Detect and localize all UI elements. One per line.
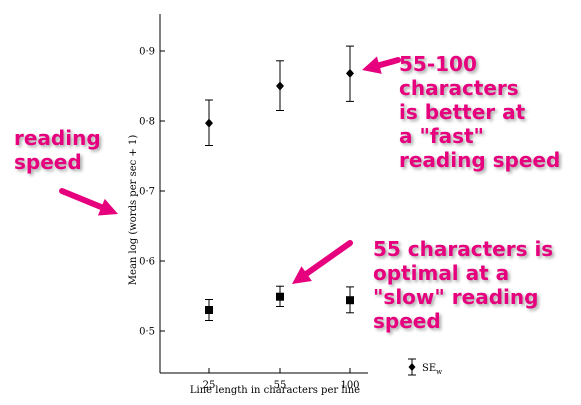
chart-legend: SEw [408, 358, 442, 376]
y-tick-label: 0·9 [139, 47, 155, 58]
annotation-arrows [59, 56, 401, 284]
data-point-square [205, 306, 213, 314]
data-point-square [276, 292, 284, 301]
annotation-slow-reading: 55 characters is optimal at a "slow" rea… [373, 237, 554, 333]
x-tick-label: 55 [274, 380, 287, 391]
arrow-shaft [59, 188, 105, 211]
data-point-diamond [276, 81, 284, 91]
chart-axes [159, 14, 368, 374]
y-tick-label: 0·5 [139, 327, 155, 338]
y-tick-label: 0·6 [139, 257, 155, 268]
x-tick-label: 100 [340, 380, 359, 391]
legend-label-subscript: w [436, 368, 442, 376]
legend-marker [408, 363, 416, 371]
y-tick-label: 0·7 [139, 187, 155, 198]
chart-ticks: 0·5 0·6 0·7 0·8 0·9 25 55 100 [139, 47, 359, 392]
data-point-diamond [205, 118, 213, 128]
arrow-to-slow-point [292, 240, 353, 284]
chart-marks [205, 45, 354, 321]
y-axis-label: Mean log (words per sec + 1) [128, 135, 139, 286]
x-tick-label: 25 [203, 380, 216, 391]
data-point-square [346, 296, 354, 305]
arrow-head [97, 198, 118, 216]
x-axis-label: Line length in characters per line [190, 385, 360, 396]
annotation-reading-speed: reading speed [14, 126, 101, 174]
arrow-to-y-axis [59, 188, 118, 216]
data-point-diamond [346, 68, 354, 78]
annotation-fast-reading: 55-100 characters is better at a "fast" … [399, 52, 561, 172]
arrow-head [292, 266, 312, 284]
arrow-shaft [303, 240, 353, 277]
arrow-head [362, 56, 382, 74]
arrow-to-fast-points [362, 56, 401, 74]
arrow-shaft [376, 57, 401, 69]
legend-label: SEw [422, 363, 442, 376]
y-tick-label: 0·8 [139, 117, 155, 128]
